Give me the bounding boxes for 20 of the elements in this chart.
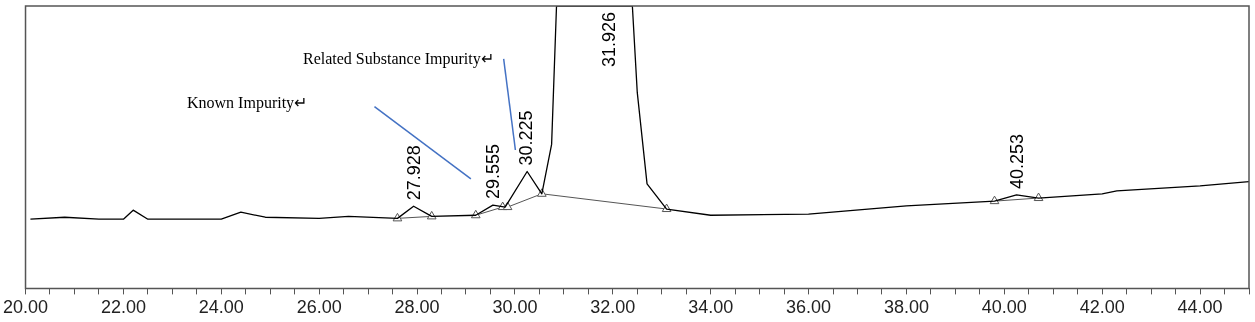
x-tick-label: 28.00: [394, 297, 440, 318]
annotation: 31.926: [599, 11, 620, 68]
x-tick-label: 30.00: [492, 297, 538, 318]
x-tick-label: 38.00: [883, 297, 929, 318]
x-tick-label: 42.00: [1079, 297, 1125, 318]
x-tick-label: 40.00: [981, 297, 1027, 318]
x-tick-label: 36.00: [786, 297, 832, 318]
annotation: 29.555: [483, 144, 504, 200]
x-tick-label: 44.00: [1177, 297, 1223, 318]
annotation: 27.928: [403, 145, 424, 201]
annotation: 30.225: [515, 110, 536, 166]
x-tick-label: 34.00: [688, 297, 734, 318]
x-tick-label: 20.00: [3, 297, 49, 318]
x-tick-label: 22.00: [100, 297, 146, 318]
annotation: Related Substance Impurity↵: [303, 50, 494, 69]
annotation: Known Impurity↵: [187, 94, 308, 113]
annotation: 40.253: [1006, 133, 1027, 189]
x-tick-label: 26.00: [296, 297, 342, 318]
x-tick-label: 24.00: [198, 297, 244, 318]
x-tick-label: 32.00: [590, 297, 636, 318]
